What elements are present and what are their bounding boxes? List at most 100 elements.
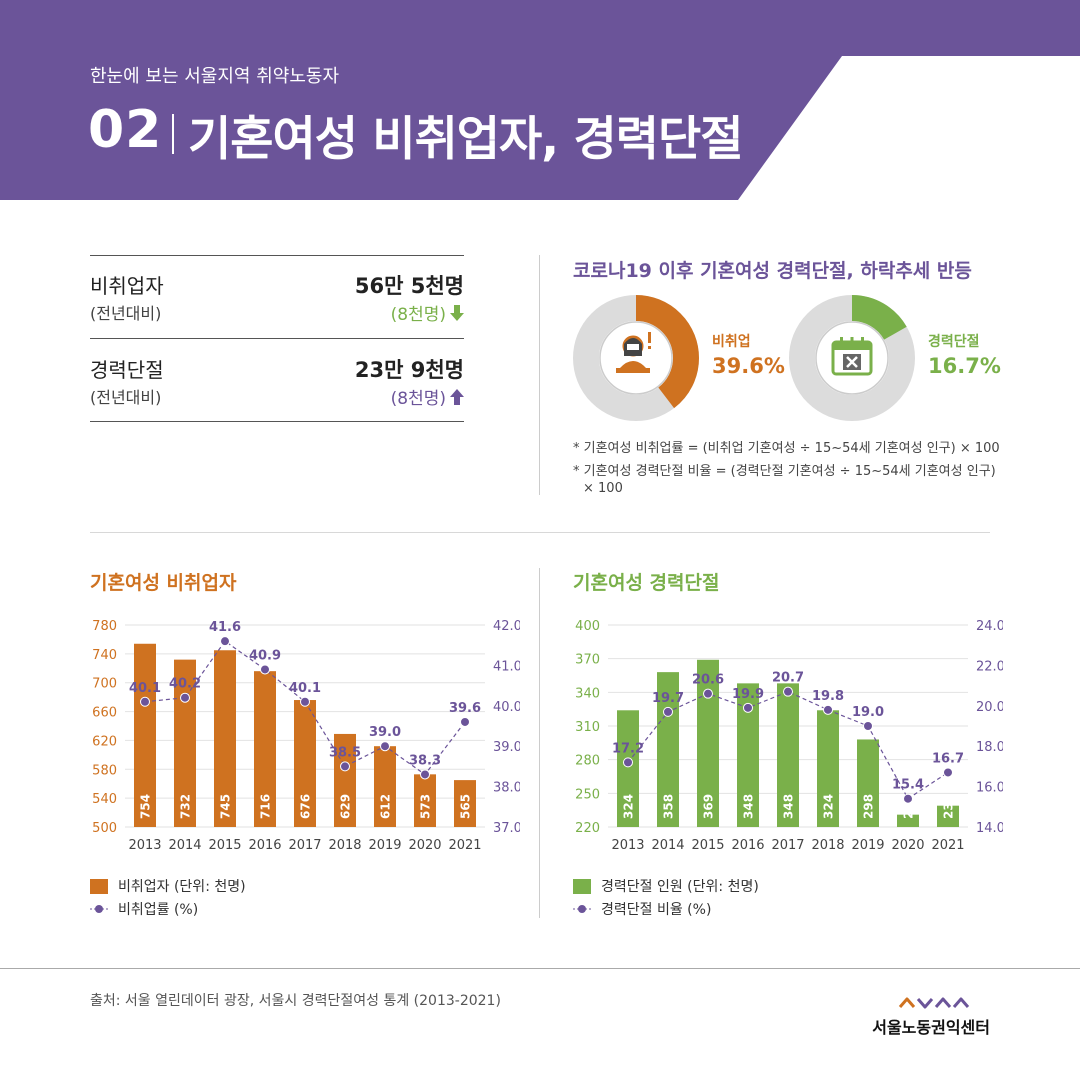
calendar-x-icon bbox=[831, 337, 873, 376]
rate-point bbox=[420, 769, 430, 780]
x-tick-label: 2015 bbox=[208, 838, 241, 853]
bar bbox=[857, 739, 879, 827]
y-left-tick-label: 250 bbox=[575, 787, 600, 802]
rate-point bbox=[823, 704, 833, 715]
summary-label-career-break: 경력단절 bbox=[90, 358, 164, 382]
legend-swatch-line bbox=[90, 905, 108, 913]
rate-point bbox=[743, 702, 753, 713]
legend-swatch-bar bbox=[90, 878, 108, 894]
rate-point bbox=[623, 757, 633, 768]
bar-value-label: 629 bbox=[339, 794, 353, 819]
summary-change-nonemployed: (8천명) bbox=[391, 300, 464, 325]
rate-point bbox=[340, 761, 350, 772]
bar-value-label: 754 bbox=[139, 794, 153, 819]
summary-note-nonemployed: (전년대비) bbox=[90, 304, 162, 323]
bar bbox=[294, 700, 316, 827]
bar bbox=[777, 683, 799, 827]
bar bbox=[937, 805, 959, 827]
x-tick-label: 2020 bbox=[408, 838, 441, 853]
y-left-tick-label: 580 bbox=[92, 763, 117, 778]
rate-line bbox=[627, 691, 949, 800]
logo-text: 서울노동권익센터 bbox=[872, 1018, 990, 1037]
rate-value-label: 38.5 bbox=[329, 745, 361, 760]
bar bbox=[174, 659, 196, 827]
y-left-tick-label: 780 bbox=[92, 619, 117, 634]
bar-value-label: 348 bbox=[742, 794, 756, 819]
y-right-tick-label: 42.0 bbox=[493, 619, 520, 634]
donut-value-career-break: 16.7% bbox=[928, 354, 1001, 378]
y-left-tick-label: 220 bbox=[575, 821, 600, 836]
rate-point bbox=[260, 664, 270, 675]
y-right-tick-label: 40.0 bbox=[493, 700, 520, 715]
rate-value-label: 40.1 bbox=[289, 681, 321, 696]
rate-point bbox=[663, 706, 673, 717]
rate-value-label: 41.6 bbox=[209, 620, 241, 635]
chart1-title: 기혼여성 비취업자 bbox=[90, 572, 237, 594]
x-tick-label: 2016 bbox=[731, 838, 764, 853]
chart-career-break: 400 370 340 310 280 250 220 24.0 22.0 20.0 18.0 16.… bbox=[575, 619, 1003, 853]
bar bbox=[817, 710, 839, 827]
rate-value-label: 40.2 bbox=[169, 677, 201, 692]
x-tick-label: 2015 bbox=[691, 838, 724, 853]
y-right-tick-label: 41.0 bbox=[493, 659, 520, 674]
bar bbox=[697, 659, 719, 827]
x-tick-label: 2016 bbox=[248, 838, 281, 853]
summary-note-career-break: (전년대비) bbox=[90, 388, 162, 407]
header-banner bbox=[0, 0, 1080, 200]
bar-value-label: 732 bbox=[179, 794, 193, 819]
y-right-tick-label: 37.0 bbox=[493, 821, 520, 836]
x-tick-label: 2017 bbox=[771, 838, 804, 853]
rate-point bbox=[943, 767, 953, 778]
donut-label-career-break: 경력단절 bbox=[928, 334, 980, 350]
bar bbox=[414, 774, 436, 827]
x-tick-label: 2018 bbox=[328, 838, 361, 853]
y-right-tick-label: 16.0 bbox=[976, 781, 1003, 796]
x-tick-label: 2018 bbox=[811, 838, 844, 853]
rate-point bbox=[863, 721, 873, 731]
legend-label: 경력단절 인원 (단위: 천명) bbox=[601, 879, 759, 895]
rate-point bbox=[140, 696, 150, 707]
footnote-career-break-rate: * 기혼여성 경력단절 비율 = (경력단절 기혼여성 ÷ 15~54세 기혼여… bbox=[573, 464, 996, 479]
donut-arc-career-break bbox=[789, 295, 915, 421]
y-left-tick-label: 370 bbox=[575, 653, 600, 668]
donut-value-nonemployment: 39.6% bbox=[712, 354, 785, 378]
rate-point bbox=[703, 688, 713, 699]
y-left-tick-label: 660 bbox=[92, 706, 117, 721]
footnote-career-break-rate-cont: × 100 bbox=[583, 481, 623, 496]
chart2-legend-line: 경력단절 비율 (%) bbox=[573, 899, 711, 919]
page-title: 기혼여성 비취업자, 경력단절 bbox=[188, 112, 743, 167]
summary-bottom-rule bbox=[90, 421, 464, 422]
vertical-divider-top bbox=[539, 255, 540, 495]
y-left-tick-label: 500 bbox=[92, 821, 117, 836]
y-left-tick-label: 400 bbox=[575, 619, 600, 634]
rate-value-label: 19.7 bbox=[652, 691, 684, 706]
y-right-tick-label: 38.0 bbox=[493, 781, 520, 796]
y-right-tick-label: 24.0 bbox=[976, 619, 1003, 634]
header-divider bbox=[172, 114, 174, 154]
bar bbox=[374, 746, 396, 827]
donut-label-nonemployment: 비취업 bbox=[712, 334, 751, 350]
x-tick-label: 2014 bbox=[651, 838, 684, 853]
rate-value-label: 19.0 bbox=[852, 705, 884, 720]
logo-mark-icon bbox=[898, 997, 970, 1009]
footer-rule bbox=[0, 968, 1080, 969]
bar-value-label: 348 bbox=[782, 794, 796, 819]
arrow-up-icon bbox=[450, 388, 464, 405]
header-subtitle: 한눈에 보는 서울지역 취약노동자 bbox=[90, 66, 340, 87]
section-separator bbox=[90, 532, 990, 533]
chart1-legend-bar: 비취업자 (단위: 천명) bbox=[90, 876, 246, 896]
x-tick-label: 2021 bbox=[931, 838, 964, 853]
rate-value-label: 15.4 bbox=[892, 778, 924, 793]
y-right-tick-label: 20.0 bbox=[976, 700, 1003, 715]
y-right-tick-label: 39.0 bbox=[493, 740, 520, 755]
header-number: 02 bbox=[88, 100, 163, 160]
rate-line bbox=[144, 640, 466, 776]
y-left-tick-label: 620 bbox=[92, 734, 117, 749]
rate-point bbox=[783, 686, 793, 697]
y-left-tick-label: 280 bbox=[575, 754, 600, 769]
y-left-tick-label: 540 bbox=[92, 792, 117, 807]
y-right-tick-label: 22.0 bbox=[976, 659, 1003, 674]
legend-swatch-bar bbox=[573, 878, 591, 894]
x-tick-label: 2014 bbox=[168, 838, 201, 853]
x-tick-label: 2013 bbox=[128, 838, 161, 853]
